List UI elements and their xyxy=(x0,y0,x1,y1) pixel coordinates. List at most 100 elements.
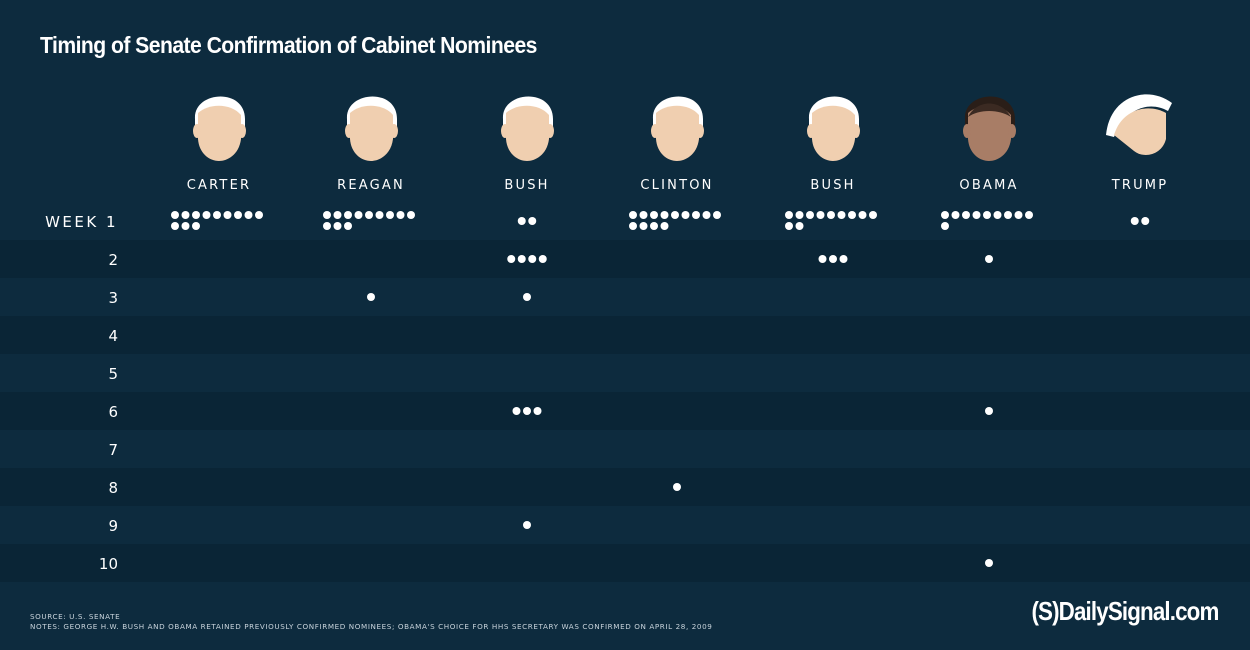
notes-text: NOTES: GEORGE H.W. BUSH AND OBAMA RETAIN… xyxy=(30,622,713,631)
confirmation-dot xyxy=(869,211,877,219)
confirmation-dot xyxy=(785,211,793,219)
confirmation-dot xyxy=(386,211,394,219)
ear-shape xyxy=(963,124,971,138)
row-label: 9 xyxy=(108,517,118,535)
ear-shape xyxy=(238,124,246,138)
column-header: REAGAN xyxy=(337,178,405,193)
ear-shape xyxy=(501,124,509,138)
confirmation-dot xyxy=(344,211,352,219)
confirmation-dot xyxy=(333,211,342,219)
hair-shape xyxy=(1106,94,1172,137)
confirmation-dot xyxy=(629,211,637,219)
confirmation-dot xyxy=(344,222,352,230)
column-header: CLINTON xyxy=(640,178,713,193)
confirmation-dot xyxy=(244,211,253,219)
footer-notes: SOURCE: U.S. SENATE NOTES: GEORGE H.W. B… xyxy=(30,612,712,632)
face-shape xyxy=(812,105,855,161)
confirmation-dot xyxy=(639,211,648,219)
confirmation-dot xyxy=(1025,211,1033,219)
row-label: 8 xyxy=(108,479,118,497)
confirmation-dot xyxy=(528,217,537,225)
row-band xyxy=(0,468,1250,506)
confirmation-dot xyxy=(650,222,658,230)
confirmation-dot xyxy=(848,211,856,219)
bush-jr-portrait-icon xyxy=(807,96,860,161)
confirmation-dot xyxy=(323,222,331,230)
row-label: 7 xyxy=(108,441,118,459)
confirmation-dot xyxy=(713,211,721,219)
clinton-portrait-icon xyxy=(651,96,704,161)
confirmation-dot xyxy=(517,217,526,225)
confirmation-dot xyxy=(692,211,700,219)
chart-title: Timing of Senate Confirmation of Cabinet… xyxy=(40,32,537,58)
confirmation-dot xyxy=(181,222,190,230)
confirmation-dot xyxy=(192,222,200,230)
confirmation-dot xyxy=(816,211,825,219)
confirmation-dot xyxy=(858,211,867,219)
confirmation-dot xyxy=(181,211,190,219)
confirmation-dot xyxy=(528,255,537,263)
confirmation-dot xyxy=(213,211,221,219)
confirmation-dot xyxy=(192,211,200,219)
column-header: TRUMP xyxy=(1111,178,1169,193)
confirmation-dot xyxy=(523,407,531,415)
obama-portrait-icon xyxy=(963,96,1016,161)
confirmation-dot xyxy=(673,483,681,491)
confirmation-dot xyxy=(795,211,804,219)
source-note: SOURCE: U.S. SENATE xyxy=(30,612,121,621)
ear-shape xyxy=(852,124,860,138)
face-shape xyxy=(506,105,549,161)
column-header: OBAMA xyxy=(959,178,1018,193)
ear-shape xyxy=(807,124,815,138)
row-label: 10 xyxy=(99,555,118,573)
confirmation-dot xyxy=(234,211,242,219)
confirmation-dot xyxy=(827,211,835,219)
confirmation-dot xyxy=(367,293,375,301)
confirmation-dot xyxy=(972,211,981,219)
ear-shape xyxy=(651,124,659,138)
confirmation-dot xyxy=(941,211,949,219)
ear-shape xyxy=(345,124,353,138)
row-label: 5 xyxy=(108,365,118,383)
row-band xyxy=(0,544,1250,582)
face-shape xyxy=(968,105,1011,161)
row-label: 3 xyxy=(108,289,118,307)
confirmation-dot xyxy=(702,211,711,219)
confirmation-dot xyxy=(993,211,1002,219)
column-header: CARTER xyxy=(187,178,251,193)
confirmation-dot xyxy=(512,407,521,415)
confirmation-dot xyxy=(523,521,531,529)
row-band xyxy=(0,316,1250,354)
confirmation-dot xyxy=(1130,217,1139,225)
brand-logo[interactable]: (S)DailySignal.com xyxy=(1030,596,1219,626)
row-label: 4 xyxy=(108,327,118,345)
row-label: WEEK 1 xyxy=(45,213,118,231)
confirmation-dot xyxy=(629,222,637,230)
confirmation-dot xyxy=(1014,211,1023,219)
bush-sr-portrait-icon xyxy=(501,96,554,161)
hair-shape xyxy=(968,103,1011,117)
ear-shape xyxy=(193,124,201,138)
confirmation-dot xyxy=(795,222,804,230)
confirmation-dot xyxy=(538,255,547,263)
confirmation-dot xyxy=(354,211,363,219)
confirmation-dot xyxy=(523,293,531,301)
confirmation-dot xyxy=(941,222,949,230)
confirmation-dot xyxy=(829,255,837,263)
ear-shape xyxy=(1008,124,1016,138)
carter-portrait-icon xyxy=(193,96,246,161)
confirmation-dot xyxy=(660,211,669,219)
confirmation-dot xyxy=(507,255,516,263)
column-header: BUSH xyxy=(810,178,855,193)
confirmation-dot xyxy=(171,211,179,219)
confirmation-dot xyxy=(375,211,384,219)
row-label: 2 xyxy=(108,251,118,269)
confirmation-dot xyxy=(333,222,342,230)
confirmation-dot xyxy=(951,211,960,219)
row-label: 6 xyxy=(108,403,118,421)
confirmation-dot xyxy=(1141,217,1150,225)
confirmation-dot xyxy=(671,211,679,219)
confirmation-dot xyxy=(650,211,658,219)
confirmation-dot xyxy=(171,222,179,230)
